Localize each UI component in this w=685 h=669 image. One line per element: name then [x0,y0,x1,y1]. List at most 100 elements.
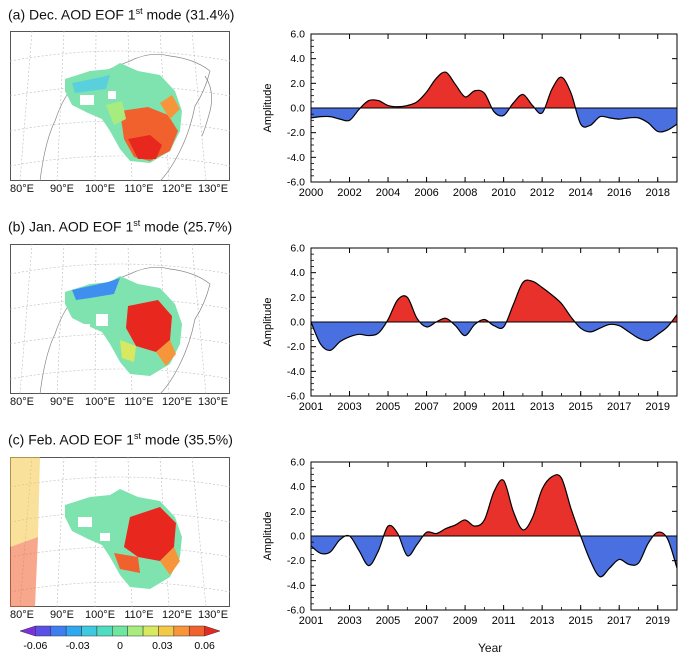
y-tick-label: 4.0 [290,53,305,65]
lon-labels-c: 80°E 90°E 100°E 110°E 120°E 130°E [0,609,240,625]
x-tick-label: 2017 [607,615,631,627]
colorbar-segment [65,625,82,637]
colorbar-label: 0.03 [152,640,173,652]
y-axis-title: Amplitude [262,298,274,347]
x-tick-label: 2007 [414,615,438,627]
y-tick-label: -6.0 [287,391,305,403]
lon-label: 90°E [50,609,74,621]
x-tick-label: 2019 [645,401,669,413]
colorbar-segment [112,625,128,637]
y-tick-label: -6.0 [287,605,305,617]
amplitude-chart-c: -6.0 -4.0 -2.0 0.0 2.0 4.0 6.0 2001 2003 2005 2007… [262,457,678,627]
x-tick-label: 2013 [530,401,554,413]
x-tick-label: 2004 [376,187,400,199]
x-tick-label: 2015 [568,615,592,627]
colorbar-label: 0.06 [194,640,215,652]
lon-label: 110°E [124,396,154,408]
lon-labels-b: 80°E 90°E 100°E 110°E 120°E 130°E [0,396,240,412]
y-tick-label: 6.0 [290,29,305,41]
y-tick-label: 0.0 [290,317,305,329]
lon-label: 80°E [10,609,34,621]
x-tick-label: 2012 [530,187,554,199]
x-tick-label: 2016 [607,187,631,199]
panel-title-a: (a) Dec. AOD EOF 1st mode (31.4%) [8,6,235,23]
panel-title-b: (b) Jan. AOD EOF 1st mode (25.7%) [8,218,233,235]
colorbar-label: -0.06 [23,640,47,652]
eof-map-c [10,457,230,607]
colorbar-segment [158,625,175,637]
lon-label: 130°E [197,183,229,195]
eof-map-a [10,31,230,181]
eof-map-b [10,244,230,394]
y-tick-label: 4.0 [290,481,305,493]
colorbar-segment [127,625,144,637]
x-tick-label: 2017 [607,401,631,413]
y-tick-label: -2.0 [287,127,305,139]
x-axis-title: Year [478,641,503,655]
series-line [310,474,678,578]
colorbar-label: -0.03 [66,640,90,652]
y-tick-label: -4.0 [287,580,305,592]
lon-label: 100°E [84,183,116,195]
amplitude-chart-a: -6.0 -4.0 -2.0 0.0 2.0 4.0 6.0 2000 2002 2004 2006… [262,29,678,199]
colorbar-segment [173,625,190,637]
y-axis-title: Amplitude [262,84,274,133]
x-tick-label: 2013 [530,615,554,627]
y-tick-label: -4.0 [287,152,305,164]
x-tick-label: 2006 [414,187,438,199]
y-tick-label: -4.0 [287,366,305,378]
colorbar-segment [81,625,98,637]
x-tick-label: 2011 [492,615,516,627]
y-tick-label: 2.0 [290,506,305,518]
colorbar-segment [19,625,36,637]
y-tick-label: 4.0 [290,267,305,279]
x-tick-label: 2009 [453,615,477,627]
x-tick-label: 2015 [568,401,592,413]
x-tick-label: 2002 [337,187,361,199]
lon-labels-a: 80°E 90°E 100°E 110°E 120°E 130°E [0,183,240,199]
amplitude-chart-b: -6.0 -4.0 -2.0 0.0 2.0 4.0 6.0 2001 2003 2005 2007… [262,243,678,413]
x-tick-label: 2005 [376,401,400,413]
y-axis-title: Amplitude [262,512,274,561]
x-tick-label: 2011 [492,401,516,413]
negative-area [311,322,677,351]
x-tick-label: 2014 [568,187,592,199]
series-line [310,279,678,352]
series-line [310,71,678,133]
x-tick-label: 2005 [376,615,400,627]
lon-label: 130°E [197,396,229,408]
y-tick-label: 2.0 [290,78,305,90]
lon-label: 120°E [161,183,193,195]
y-tick-label: -2.0 [287,555,305,567]
negative-area [311,108,677,132]
lon-label: 130°E [197,609,229,621]
lon-label: 90°E [50,396,74,408]
x-tick-label: 2003 [337,615,361,627]
negative-area [311,536,677,577]
y-tick-label: 6.0 [290,243,305,255]
x-tick-label: 2003 [337,401,361,413]
x-tick-label: 2001 [299,401,323,413]
x-tick-label: 2010 [491,187,515,199]
x-tick-label: 2008 [453,187,477,199]
y-tick-label: 2.0 [290,292,305,304]
y-tick-label: -2.0 [287,341,305,353]
colorbar-segment [35,625,52,637]
lon-label: 120°E [161,609,193,621]
colorbar-segment [142,625,159,637]
colorbar-segment [96,625,113,637]
colorbar: -0.06 -0.03 0 0.03 0.06 [19,625,221,652]
colorbar-label: 0 [117,640,123,652]
lon-label: 80°E [10,183,34,195]
x-tick-label: 2009 [453,401,477,413]
y-tick-label: 0.0 [290,103,305,115]
x-tick-label: 2019 [645,615,669,627]
positive-area [311,474,677,536]
colorbar-segment [204,625,221,637]
panel-title-c: (c) Feb. AOD EOF 1st mode (35.5%) [8,431,233,448]
y-tick-label: -6.0 [287,177,305,189]
x-tick-label: 2007 [414,401,438,413]
y-tick-label: 6.0 [290,457,305,469]
y-tick-label: 0.0 [290,531,305,543]
x-tick-label: 2018 [645,187,669,199]
